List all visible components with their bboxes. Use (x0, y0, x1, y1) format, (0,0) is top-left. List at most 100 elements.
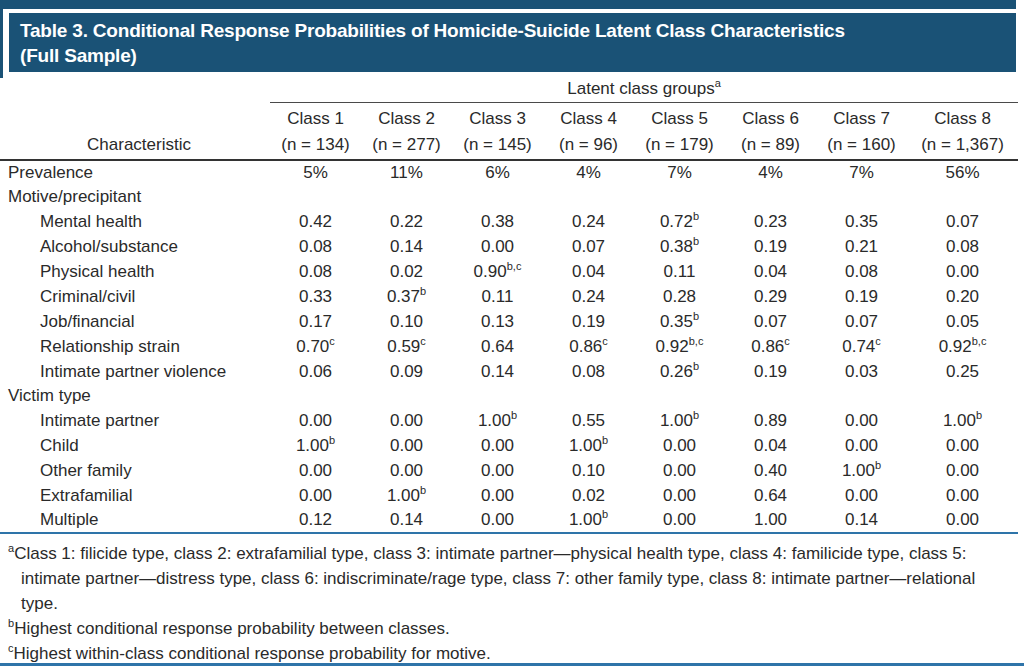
class-column-n: (n = 1,367) (907, 131, 1018, 160)
cell-value: 0.00 (361, 459, 452, 484)
cell-value (270, 384, 361, 409)
cell-value: 0.00 (361, 409, 452, 434)
cell-value (543, 384, 634, 409)
footnote-c-text: Highest within-class conditional respons… (14, 644, 491, 663)
table-figure: Table 3. Conditional Response Probabilit… (0, 0, 1024, 672)
latent-class-table: Latent class groupsa Class 1Class 2Class… (0, 76, 1018, 534)
cell-value (816, 384, 907, 409)
footnote-marker: c (875, 335, 881, 347)
class-column-n: (n = 179) (634, 131, 725, 160)
cell-value: 1.00b (452, 409, 543, 434)
class-name-row: Class 1Class 2Class 3Class 4Class 5Class… (0, 102, 1018, 131)
table-row: Child1.00b0.000.001.00b0.000.040.000.00 (0, 434, 1018, 459)
row-label: Child (0, 434, 270, 459)
cell-value: 0.20 (907, 284, 1018, 309)
cell-value: 0.10 (361, 309, 452, 334)
row-label: Extrafamilial (0, 484, 270, 509)
table-row: Extrafamilial0.001.00b0.000.020.000.640.… (0, 484, 1018, 509)
table-row: Physical health0.080.020.90b,c0.040.110.… (0, 260, 1018, 285)
top-border-rule (0, 0, 1016, 9)
cell-value: 0.37b (361, 284, 452, 309)
cell-value: 0.06 (270, 359, 361, 384)
footnote-marker: b (420, 285, 426, 297)
group-header-row: Latent class groupsa (0, 76, 1018, 102)
row-label: Mental health (0, 210, 270, 235)
cell-value (270, 185, 361, 210)
cell-value: 0.00 (270, 484, 361, 509)
table-row: Criminal/civil0.330.37b0.110.240.280.290… (0, 284, 1018, 309)
cell-value (725, 185, 816, 210)
row-label: Physical health (0, 260, 270, 285)
table-row: Intimate partner violence0.060.090.140.0… (0, 359, 1018, 384)
row-label: Alcohol/substance (0, 235, 270, 260)
section-label: Victim type (0, 384, 270, 409)
cell-value: 0.64 (725, 484, 816, 509)
cell-value: 0.11 (634, 260, 725, 285)
cell-value: 6% (452, 160, 543, 185)
cell-value: 0.02 (543, 484, 634, 509)
footnote-marker: b (693, 360, 699, 372)
cell-value: 0.02 (361, 260, 452, 285)
cell-value (907, 384, 1018, 409)
cell-value: 0.07 (816, 309, 907, 334)
cell-value (634, 185, 725, 210)
row-label: Criminal/civil (0, 284, 270, 309)
cell-value: 0.00 (452, 484, 543, 509)
cell-value: 0.00 (907, 508, 1018, 533)
cell-value: 0.70c (270, 334, 361, 359)
cell-value: 7% (816, 160, 907, 185)
cell-value: 0.19 (543, 309, 634, 334)
cell-value: 1.00b (361, 484, 452, 509)
footnote-marker: b (875, 459, 881, 471)
cell-value: 0.00 (816, 409, 907, 434)
row-label: Job/financial (0, 309, 270, 334)
cell-value: 0.19 (725, 359, 816, 384)
spacer-cell (0, 76, 270, 102)
cell-value: 0.92b,c (634, 334, 725, 359)
class-n-row: Characteristic (n = 134)(n = 277)(n = 14… (0, 131, 1018, 160)
footnote-marker: c (784, 335, 790, 347)
cell-value: 0.10 (543, 459, 634, 484)
table-row: Mental health0.420.220.380.240.72b0.230.… (0, 210, 1018, 235)
table-title-line1: Table 3. Conditional Response Probabilit… (20, 18, 1004, 43)
cell-value: 0.28 (634, 284, 725, 309)
cell-value: 0.14 (361, 508, 452, 533)
class-column-header: Class 7 (816, 102, 907, 131)
cell-value: 0.07 (725, 309, 816, 334)
cell-value: 0.00 (270, 409, 361, 434)
class-column-header: Class 5 (634, 102, 725, 131)
cell-value: 0.55 (543, 409, 634, 434)
cell-value: 1.00b (270, 434, 361, 459)
cell-value: 0.86c (543, 334, 634, 359)
cell-value: 0.21 (816, 235, 907, 260)
footnote-marker: b,c (972, 335, 987, 347)
cell-value: 0.00 (907, 484, 1018, 509)
cell-value: 1.00b (543, 508, 634, 533)
cell-value (361, 384, 452, 409)
table-row: Victim type (0, 384, 1018, 409)
cell-value: 0.05 (907, 309, 1018, 334)
cell-value: 0.09 (361, 359, 452, 384)
cell-value: 0.00 (634, 459, 725, 484)
table-row: Motive/precipitant (0, 185, 1018, 210)
table-title-bar: Table 3. Conditional Response Probabilit… (9, 13, 1016, 72)
cell-value: 1.00b (543, 434, 634, 459)
left-border-rule (0, 0, 3, 78)
footnote-marker: b (602, 509, 608, 521)
class-column-header: Class 8 (907, 102, 1018, 131)
cell-value (452, 185, 543, 210)
footnote-marker: b (420, 484, 426, 496)
cell-value: 4% (543, 160, 634, 185)
cell-value: 0.11 (452, 284, 543, 309)
cell-value: 0.92b,c (907, 334, 1018, 359)
cell-value: 0.35 (816, 210, 907, 235)
class-column-header: Class 1 (270, 102, 361, 131)
cell-value: 0.59c (361, 334, 452, 359)
section-label: Motive/precipitant (0, 185, 270, 210)
footnote-marker: b (693, 310, 699, 322)
footnote-b: bHighest conditional response probabilit… (8, 616, 1016, 641)
footnote-marker: c (602, 335, 608, 347)
bottom-border-rule (0, 663, 1024, 666)
cell-value: 1.00 (725, 508, 816, 533)
footnote-marker: b (693, 235, 699, 247)
